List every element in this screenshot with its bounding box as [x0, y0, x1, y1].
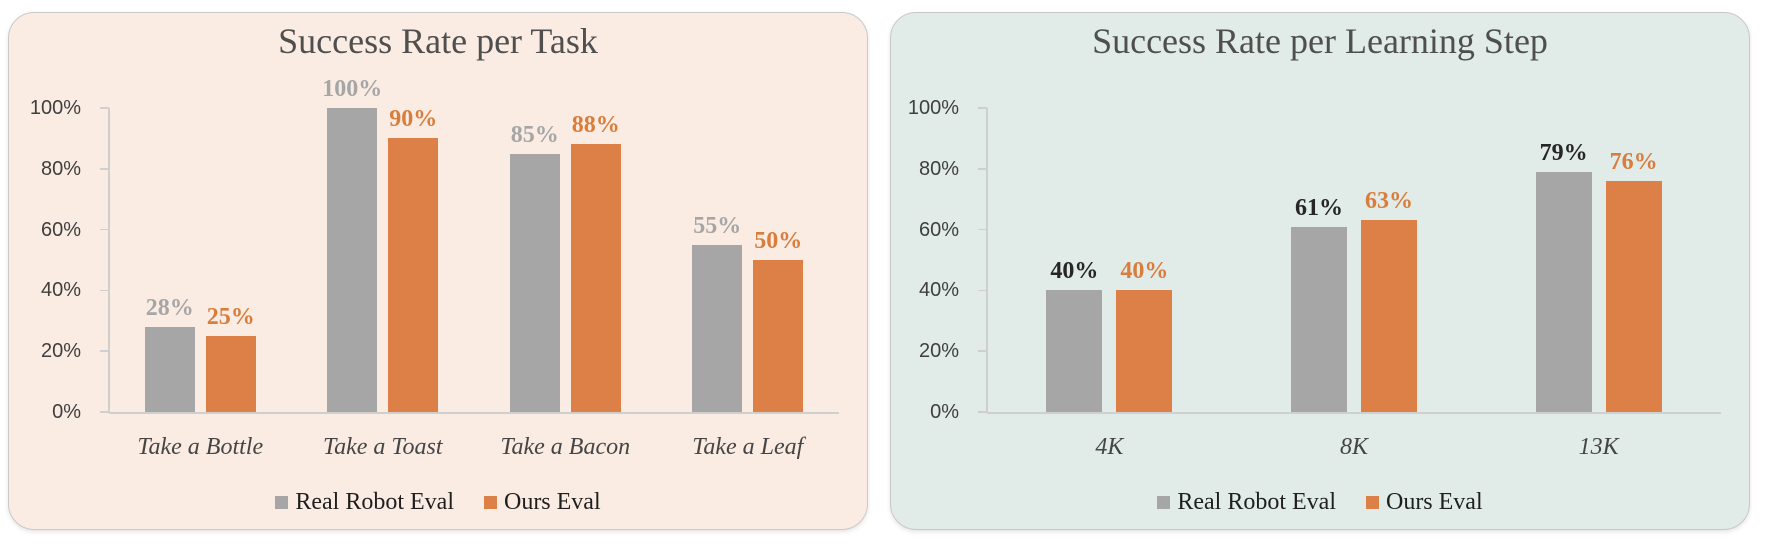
y-axis-tick: [978, 411, 987, 413]
bar-real-robot-eval-take-a-bottle: [144, 326, 195, 412]
legend-label: Real Robot Eval: [295, 489, 454, 515]
chart-title: Success Rate per Task: [278, 21, 598, 61]
y-axis-tick: [100, 411, 109, 413]
bar-value-label: 40%: [1050, 258, 1099, 285]
y-axis-label: 40%: [40, 279, 81, 302]
plot-area: 0% 20% 40% 60% 80% 100% Take a Bottle 28% 25% Tak…: [9, 13, 867, 529]
y-axis-tick: [978, 107, 987, 109]
y-axis-tick: [100, 168, 109, 170]
legend: Real Robot Eval Ours Eval: [891, 489, 1749, 515]
x-axis-label: 4K: [1095, 434, 1124, 460]
bar-real-robot-eval-13k: [1535, 171, 1592, 412]
chart-title: Success Rate per Learning Step: [1092, 21, 1548, 61]
legend-item-real-robot-eval: Real Robot Eval: [275, 489, 454, 515]
y-axis-label: 80%: [40, 157, 81, 180]
x-axis-label: Take a Toast: [322, 434, 443, 460]
bar-real-robot-eval-4k: [1046, 290, 1103, 412]
bar-real-robot-eval-take-a-toast: [327, 108, 378, 412]
x-axis-label: Take a Leaf: [692, 434, 804, 460]
x-axis-line: [987, 412, 1721, 414]
bar-value-label: 88%: [571, 112, 620, 139]
bar-value-label: 25%: [206, 304, 255, 330]
y-axis-label: 0%: [930, 401, 959, 423]
y-axis-label: 100%: [29, 97, 81, 119]
legend: Real Robot Eval Ours Eval: [9, 489, 867, 515]
y-axis-tick: [100, 289, 109, 292]
y-axis-label: 60%: [918, 218, 959, 241]
x-axis-label: Take a Bacon: [500, 434, 631, 460]
legend-label: Real Robot Eval: [1177, 489, 1336, 515]
bar-value-label: 50%: [754, 228, 803, 254]
bar-value-label: 76%: [1609, 148, 1658, 175]
y-axis-label: 0%: [52, 401, 81, 423]
bar-ours-eval-13k: [1605, 180, 1662, 412]
y-axis-label: 20%: [918, 340, 959, 363]
legend-swatch-real-robot-eval: [275, 495, 289, 509]
legend-item-ours-eval: Ours Eval: [483, 489, 601, 515]
legend-item-ours-eval: Ours Eval: [1365, 489, 1483, 515]
y-axis-label: 60%: [40, 218, 81, 241]
bar-value-label: 79%: [1539, 139, 1588, 166]
task-chart-panel: Success Rate per Task 0% 20% 40% 60% 80% 100%…: [8, 12, 868, 530]
y-axis-tick: [100, 350, 109, 352]
y-axis-line: [986, 108, 988, 412]
y-axis-label: 40%: [918, 279, 959, 302]
y-axis-tick: [100, 107, 109, 109]
bar-ours-eval-take-a-bacon: [570, 144, 621, 412]
legend-swatch-real-robot-eval: [1157, 495, 1171, 509]
bar-value-label: 90%: [389, 106, 438, 133]
bar-real-robot-eval-take-a-leaf: [692, 244, 743, 412]
y-axis-tick: [978, 350, 987, 352]
legend-swatch-ours-eval: [1365, 495, 1379, 509]
x-axis-label: 13K: [1578, 434, 1619, 460]
bar-real-robot-eval-take-a-bacon: [509, 153, 560, 412]
legend-item-real-robot-eval: Real Robot Eval: [1157, 489, 1336, 515]
bar-value-label: 55%: [693, 212, 742, 239]
bar-value-label: 28%: [145, 294, 194, 321]
bar-value-label: 61%: [1295, 194, 1343, 221]
y-axis-line: [108, 108, 110, 412]
bar-value-label: 100%: [322, 76, 383, 102]
plot-area: 0% 20% 40% 60% 80% 100% 4K 40% 40% 8K 61% 63% 13K 79%…: [891, 13, 1749, 529]
legend-label: Ours Eval: [503, 489, 601, 515]
bar-value-label: 63%: [1365, 188, 1413, 215]
learning-step-chart-panel: Success Rate per Learning Step 0% 20% 40% 6…: [890, 12, 1750, 530]
y-axis-label: 80%: [918, 157, 959, 180]
x-axis-label: Take a Bottle: [137, 434, 264, 460]
bar-value-label: 40%: [1120, 258, 1169, 285]
y-axis-tick: [978, 228, 987, 231]
y-axis-label: 100%: [907, 97, 959, 119]
y-axis-tick: [978, 168, 987, 170]
bar-ours-eval-take-a-toast: [388, 138, 439, 412]
y-axis-tick: [978, 289, 987, 292]
bar-value-label: 85%: [510, 121, 559, 148]
y-axis-tick: [100, 228, 109, 231]
legend-label: Ours Eval: [1385, 489, 1483, 515]
bar-ours-eval-take-a-bottle: [205, 336, 256, 412]
x-axis-line: [109, 412, 839, 414]
bar-ours-eval-4k: [1116, 290, 1173, 412]
legend-swatch-ours-eval: [483, 495, 497, 509]
bar-real-robot-eval-8k: [1291, 226, 1347, 412]
bar-ours-eval-take-a-leaf: [753, 260, 804, 412]
x-axis-label: 8K: [1339, 434, 1368, 460]
y-axis-label: 20%: [40, 340, 81, 363]
bar-ours-eval-8k: [1361, 220, 1417, 412]
